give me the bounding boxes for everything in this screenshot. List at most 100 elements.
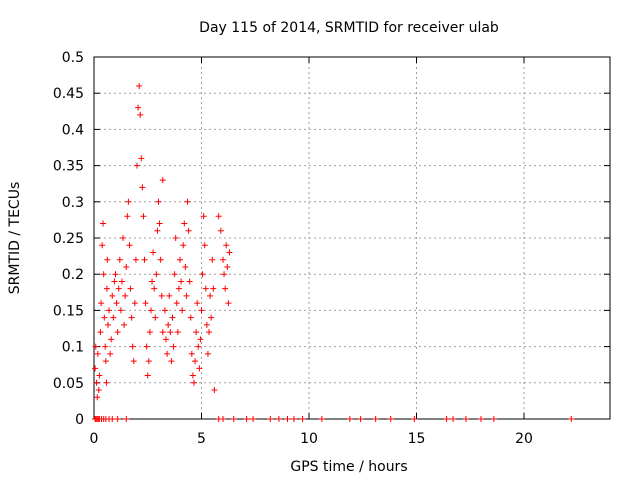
data-point xyxy=(209,256,216,263)
data-point xyxy=(223,242,230,249)
data-point xyxy=(122,292,129,299)
data-point xyxy=(149,278,156,285)
data-point xyxy=(115,285,122,292)
data-point xyxy=(92,343,99,350)
y-tick-label: 0.5 xyxy=(62,50,84,66)
chart-title: Day 115 of 2014, SRMTID for receiver ula… xyxy=(199,20,499,36)
data-point xyxy=(197,336,204,343)
data-point xyxy=(372,416,379,422)
data-point xyxy=(290,416,297,422)
data-point xyxy=(114,329,121,336)
data-point xyxy=(178,278,185,285)
data-point xyxy=(174,329,181,336)
data-point xyxy=(173,300,180,307)
data-point xyxy=(215,213,222,220)
data-point xyxy=(146,329,153,336)
x-axis-label: GPS time / hours xyxy=(290,459,407,475)
data-point xyxy=(185,227,192,234)
data-point xyxy=(196,365,203,372)
data-point xyxy=(208,314,215,321)
data-point xyxy=(100,271,107,278)
data-point xyxy=(144,372,151,379)
y-tick-label: 0.2 xyxy=(62,267,84,283)
data-point xyxy=(132,256,139,263)
data-point xyxy=(299,416,306,422)
data-point xyxy=(143,343,150,350)
data-point xyxy=(206,329,213,336)
y-tick-label: 0.05 xyxy=(53,376,84,392)
data-point xyxy=(159,177,166,184)
data-point xyxy=(100,220,107,227)
data-point xyxy=(357,416,364,422)
data-point xyxy=(99,242,106,249)
data-point xyxy=(243,416,250,422)
data-point xyxy=(568,416,575,422)
data-point xyxy=(155,198,162,205)
data-point xyxy=(284,416,291,422)
data-point xyxy=(210,285,217,292)
y-tick-label: 0.15 xyxy=(53,303,84,319)
data-point xyxy=(112,271,119,278)
data-point xyxy=(98,300,105,307)
data-point xyxy=(163,336,170,343)
data-point xyxy=(156,220,163,227)
data-point xyxy=(120,235,127,241)
data-point xyxy=(107,350,114,357)
data-point xyxy=(157,256,164,263)
data-point xyxy=(411,416,418,422)
data-point xyxy=(182,263,189,270)
data-point xyxy=(203,321,210,328)
data-point xyxy=(135,104,142,111)
data-point xyxy=(134,162,140,169)
data-point xyxy=(168,358,175,365)
data-point xyxy=(198,307,205,314)
data-point xyxy=(125,198,132,205)
data-point xyxy=(104,321,111,328)
y-tick-label: 0.4 xyxy=(62,122,84,138)
data-point xyxy=(194,300,201,307)
data-point xyxy=(171,271,178,278)
data-point xyxy=(192,358,199,365)
y-tick-label: 0.25 xyxy=(53,231,84,247)
data-point xyxy=(117,307,124,314)
y-tick-label: 0.35 xyxy=(53,159,84,175)
x-tick-label: 10 xyxy=(300,431,318,447)
data-point xyxy=(123,263,130,270)
data-point xyxy=(139,184,146,191)
data-point xyxy=(177,256,183,263)
data-point xyxy=(127,285,134,292)
data-point xyxy=(136,82,143,89)
data-point xyxy=(186,278,193,285)
data-point xyxy=(94,394,101,401)
data-point xyxy=(490,416,497,422)
data-point xyxy=(151,285,158,292)
data-point xyxy=(113,300,120,307)
data-point xyxy=(110,314,117,321)
data-point xyxy=(318,416,325,422)
data-point xyxy=(224,263,231,270)
data-point xyxy=(152,314,159,321)
data-point xyxy=(102,343,109,350)
data-point xyxy=(109,416,116,422)
data-point xyxy=(161,307,168,314)
data-point xyxy=(142,300,149,307)
data-point xyxy=(141,256,148,263)
data-point xyxy=(93,379,100,386)
data-point xyxy=(159,329,166,336)
data-point xyxy=(92,365,99,372)
x-tick-label: 15 xyxy=(408,431,426,447)
data-point xyxy=(147,307,154,314)
x-tick-label: 20 xyxy=(515,431,533,447)
data-point xyxy=(131,300,138,307)
data-point xyxy=(199,271,206,278)
data-point xyxy=(95,387,102,394)
data-point xyxy=(172,235,179,241)
data-point xyxy=(189,372,196,379)
data-point xyxy=(121,321,128,328)
data-point xyxy=(220,416,226,422)
y-tick-label: 0 xyxy=(75,412,84,428)
data-point xyxy=(204,350,211,357)
data-point xyxy=(187,314,194,321)
